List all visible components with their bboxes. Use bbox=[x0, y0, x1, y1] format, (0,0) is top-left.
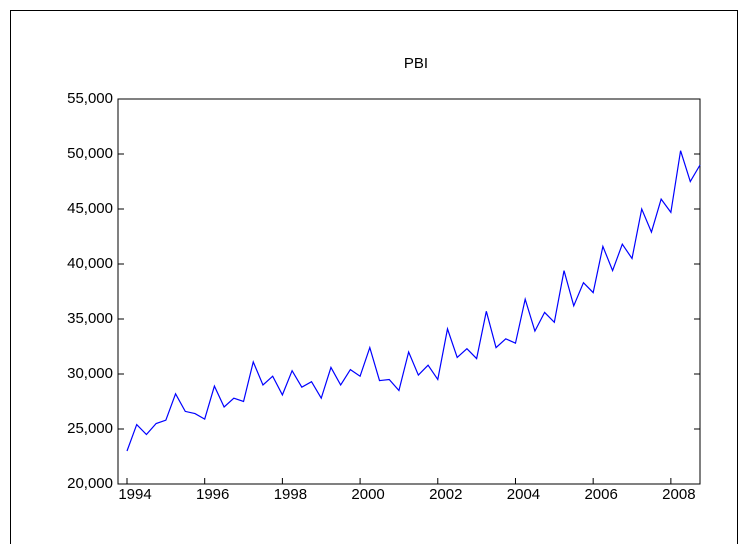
x-tick-label: 2008 bbox=[662, 486, 695, 503]
x-tick-label: 1996 bbox=[196, 486, 229, 503]
x-tick-label: 2006 bbox=[584, 486, 617, 503]
y-tick-label: 45,000 bbox=[67, 200, 113, 217]
x-tick-label: 1998 bbox=[274, 486, 307, 503]
y-tick-label: 55,000 bbox=[67, 90, 113, 107]
x-tick-label: 2002 bbox=[429, 486, 462, 503]
y-tick-label: 25,000 bbox=[67, 420, 113, 437]
x-tick-label: 2004 bbox=[507, 486, 540, 503]
x-tick-label: 1994 bbox=[118, 486, 151, 503]
x-tick-label: 2000 bbox=[351, 486, 384, 503]
y-tick-label: 50,000 bbox=[67, 145, 113, 162]
frame bbox=[10, 10, 738, 544]
y-tick-label: 30,000 bbox=[67, 365, 113, 382]
y-tick-label: 35,000 bbox=[67, 310, 113, 327]
y-tick-label: 40,000 bbox=[67, 255, 113, 272]
y-tick-label: 20,000 bbox=[67, 475, 113, 492]
series-line bbox=[126, 150, 701, 452]
plot-area bbox=[117, 98, 701, 485]
chart-title: PBI bbox=[404, 55, 428, 72]
